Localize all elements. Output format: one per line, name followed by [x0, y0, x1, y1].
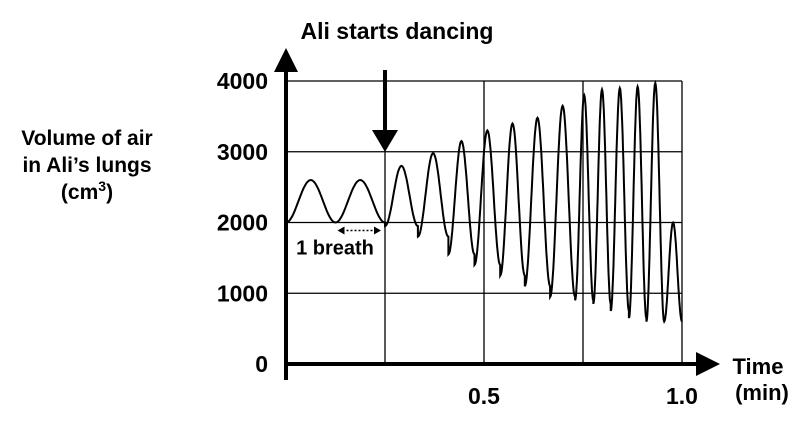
y-tick-label: 3000: [217, 139, 268, 165]
x-axis-label-line2: (min): [735, 380, 789, 405]
breath-label: 1 breath: [296, 238, 374, 260]
breath-marker-left-head: [337, 226, 345, 235]
y-tick-label: 4000: [217, 68, 268, 94]
y-tick-label: 2000: [217, 210, 268, 236]
y-axis-arrow: [274, 48, 298, 72]
y-axis-label-line2: in Ali’s lungs: [22, 154, 151, 177]
x-axis-arrow: [696, 352, 720, 376]
x-axis-label: Time (min): [733, 354, 789, 405]
y-axis-label: Volume of air in Ali’s lungs (cm3): [21, 127, 152, 204]
y-axis-label-line1: Volume of air: [21, 127, 152, 150]
axes: [274, 48, 720, 380]
y-tick-label: 1000: [217, 280, 268, 306]
y-axis-unit-superscript: 3: [98, 178, 106, 194]
breath-marker: [337, 226, 381, 235]
y-tick-labels: 0 1000 2000 3000 4000: [217, 68, 268, 377]
event-arrow: [372, 70, 398, 152]
x-tick-label: 0.5: [468, 383, 500, 409]
event-arrow-head: [372, 130, 398, 152]
x-tick-label: 1.0: [666, 383, 698, 409]
series-line: [285, 79, 683, 325]
y-axis-unit: (cm: [61, 181, 98, 204]
event-annotation: Ali starts dancing: [301, 18, 494, 44]
y-axis-label-line3: (cm3): [61, 178, 113, 204]
breath-marker-right-head: [374, 226, 381, 235]
y-axis-unit-close: ): [106, 181, 113, 204]
x-axis-label-line1: Time: [733, 354, 784, 379]
y-tick-label: 0: [255, 351, 268, 377]
x-tick-labels: 0.5 1.0: [468, 383, 698, 409]
